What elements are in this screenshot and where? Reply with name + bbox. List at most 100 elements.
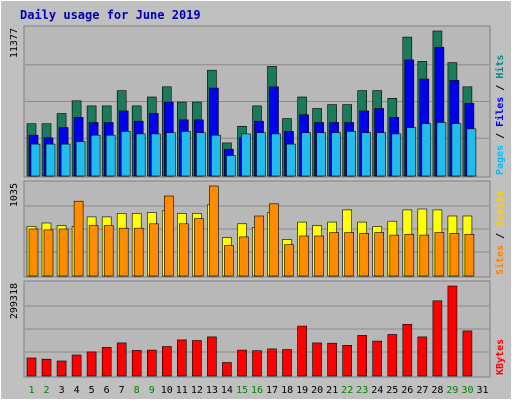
bar-kbytes-day-10 bbox=[162, 346, 172, 377]
bar-sites-day-1 bbox=[28, 228, 39, 277]
bar-pages-day-19 bbox=[301, 132, 311, 177]
bar-pages-day-11 bbox=[181, 131, 191, 177]
day-label-16: 16 bbox=[251, 385, 263, 396]
bar-pages-day-20 bbox=[316, 132, 326, 177]
bar-pages-day-26 bbox=[406, 127, 417, 177]
bar-sites-day-8 bbox=[133, 227, 144, 277]
bar-sites-day-18 bbox=[284, 244, 294, 277]
bar-kbytes-day-5 bbox=[86, 351, 97, 377]
bar-pages-day-18 bbox=[286, 143, 296, 177]
day-label-20: 20 bbox=[311, 385, 323, 396]
bar-kbytes-day-26 bbox=[402, 323, 413, 377]
bar-sites-day-19 bbox=[299, 235, 309, 277]
day-label-6: 6 bbox=[104, 385, 110, 396]
legend-label: / bbox=[495, 227, 506, 245]
bar-sites-day-11 bbox=[179, 223, 189, 277]
bar-sites-day-23 bbox=[359, 233, 370, 277]
y-max-label: 11377 bbox=[9, 28, 20, 58]
bar-pages-day-3 bbox=[60, 143, 71, 177]
bar-sites-day-21 bbox=[329, 232, 339, 277]
bar-sites-day-20 bbox=[314, 235, 324, 277]
bar-pages-day-10 bbox=[166, 132, 176, 177]
bar-kbytes-day-15 bbox=[237, 349, 247, 377]
y-max-label: 1035 bbox=[9, 183, 20, 207]
bar-sites-day-9 bbox=[149, 223, 159, 277]
day-label-3: 3 bbox=[59, 385, 65, 396]
bar-pages-day-30 bbox=[466, 128, 477, 177]
bar-sites-day-14 bbox=[224, 245, 234, 277]
y-max-label: 299318 bbox=[9, 283, 20, 319]
day-label-4: 4 bbox=[74, 385, 80, 396]
day-label-18: 18 bbox=[281, 385, 293, 396]
bar-pages-day-14 bbox=[226, 155, 236, 177]
bar-pages-day-17 bbox=[271, 133, 281, 177]
bar-sites-day-5 bbox=[88, 225, 99, 277]
side-legend: Pages / Files / Hits bbox=[494, 55, 506, 175]
bar-sites-day-17 bbox=[269, 203, 279, 277]
day-label-14: 14 bbox=[221, 385, 233, 396]
legend-label: KBytes bbox=[495, 339, 506, 375]
day-label-24: 24 bbox=[371, 385, 383, 396]
panel-kbytes: 299318 KBytes bbox=[9, 280, 506, 378]
day-label-11: 11 bbox=[176, 385, 188, 396]
day-label-9: 9 bbox=[149, 385, 155, 396]
bar-pages-day-29 bbox=[451, 123, 462, 177]
bar-kbytes-day-6 bbox=[101, 347, 112, 377]
legend-label: Files bbox=[494, 97, 506, 127]
bar-kbytes-day-20 bbox=[312, 342, 322, 377]
bar-kbytes-day-19 bbox=[297, 325, 307, 377]
bar-sites-day-4 bbox=[73, 200, 84, 277]
bar-sites-day-10 bbox=[164, 195, 174, 277]
bar-kbytes-day-13 bbox=[207, 336, 217, 377]
bar-sites-day-28 bbox=[434, 232, 445, 277]
bar-kbytes-day-30 bbox=[462, 330, 473, 377]
bar-kbytes-day-3 bbox=[56, 360, 67, 377]
bar-pages-day-24 bbox=[376, 132, 387, 177]
day-label-25: 25 bbox=[386, 385, 398, 396]
bar-sites-day-22 bbox=[344, 232, 355, 277]
bar-kbytes-day-16 bbox=[252, 350, 262, 377]
day-label-22: 22 bbox=[341, 385, 353, 396]
day-label-31: 31 bbox=[476, 385, 488, 396]
bar-pages-day-28 bbox=[436, 122, 447, 177]
day-label-30: 30 bbox=[461, 385, 473, 396]
day-label-27: 27 bbox=[416, 385, 428, 396]
bar-kbytes-day-2 bbox=[41, 358, 52, 377]
bar-kbytes-day-11 bbox=[177, 339, 187, 377]
day-label-12: 12 bbox=[191, 385, 203, 396]
bar-kbytes-day-28 bbox=[432, 300, 443, 377]
panel-visits-sites: 1035 Sites / Visits bbox=[9, 180, 506, 278]
legend-label: Visits bbox=[494, 191, 506, 227]
chart-title: Daily usage for June 2019 bbox=[20, 8, 201, 22]
bar-pages-day-4 bbox=[75, 141, 86, 177]
side-legend: KBytes bbox=[495, 339, 506, 375]
bar-pages-day-9 bbox=[151, 133, 161, 177]
bar-sites-day-2 bbox=[43, 229, 54, 277]
bar-kbytes-day-22 bbox=[342, 344, 353, 377]
bar-pages-day-12 bbox=[196, 132, 206, 177]
day-label-29: 29 bbox=[446, 385, 458, 396]
bar-sites-day-25 bbox=[389, 234, 400, 277]
day-label-7: 7 bbox=[119, 385, 125, 396]
bar-kbytes-day-27 bbox=[417, 336, 428, 377]
bar-kbytes-day-21 bbox=[327, 342, 337, 377]
bar-kbytes-day-18 bbox=[282, 349, 292, 377]
chart-panels: 11377 Pages / Files / Hits 1035 Sites / Vis… bbox=[9, 25, 506, 378]
panel-hits-files-pages: 11377 Pages / Files / Hits bbox=[9, 25, 506, 178]
day-label-8: 8 bbox=[134, 385, 140, 396]
bar-kbytes-day-25 bbox=[387, 334, 398, 377]
side-legend: Sites / Visits bbox=[494, 191, 506, 275]
bar-pages-day-1 bbox=[30, 143, 41, 177]
day-label-2: 2 bbox=[43, 385, 49, 396]
bar-sites-day-27 bbox=[419, 234, 430, 277]
bar-pages-day-25 bbox=[391, 133, 402, 177]
legend-label: Sites bbox=[494, 245, 506, 275]
bar-kbytes-day-8 bbox=[131, 350, 142, 377]
bar-kbytes-day-1 bbox=[26, 357, 37, 377]
bar-sites-day-26 bbox=[404, 234, 415, 277]
bar-pages-day-27 bbox=[421, 123, 432, 177]
day-label-13: 13 bbox=[206, 385, 218, 396]
day-label-19: 19 bbox=[296, 385, 308, 396]
day-label-17: 17 bbox=[266, 385, 278, 396]
